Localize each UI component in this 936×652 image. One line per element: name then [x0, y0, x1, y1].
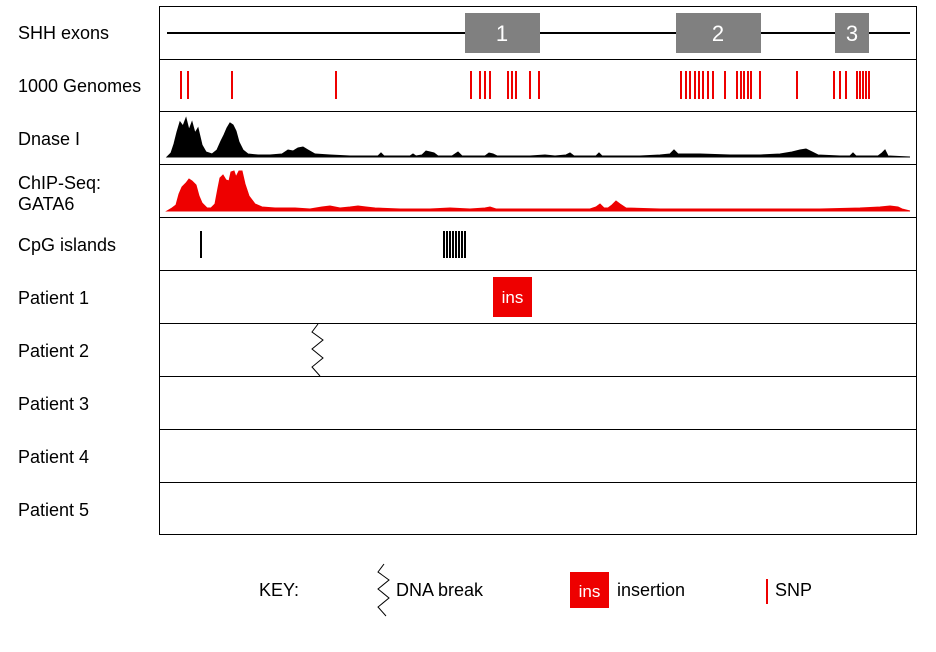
exon-1-box [465, 13, 540, 53]
legend-dna-break-icon [377, 563, 390, 617]
legend-title: KEY: [259, 580, 299, 600]
exon-1-label: 1 [496, 21, 508, 46]
track-label-patient-3: Patient 3 [18, 394, 90, 414]
track-label-patient-1: Patient 1 [18, 288, 90, 308]
track-label-patient-4: Patient 4 [18, 447, 90, 467]
snp-track [180, 71, 870, 99]
legend-insertion-symbol: ins [579, 582, 601, 601]
legend-insertion-icon [570, 572, 609, 608]
dnase-track [165, 116, 911, 158]
patient-1-insertion: ins [493, 277, 532, 317]
cpg-islands-track [200, 231, 466, 258]
legend-dna-break-label: DNA break [396, 580, 484, 600]
shh-exons-track: 1 2 3 [167, 13, 910, 53]
track-label-patient-5: Patient 5 [18, 500, 90, 520]
legend: KEY: DNA break ins insertion SNP [259, 563, 812, 617]
patient-2-dna-break [311, 323, 324, 377]
track-grid [159, 6, 917, 535]
dnase-signal [165, 116, 911, 158]
track-label-chip-seq: ChIP-Seq: GATA6 [18, 173, 101, 215]
track-label-cpg-islands: CpG islands [18, 235, 117, 255]
exon-2-box [676, 13, 761, 53]
track-label-1000-genomes: 1000 Genomes [18, 76, 142, 96]
track-label-chip-line2: GATA6 [18, 194, 75, 214]
legend-insertion-label: insertion [617, 580, 685, 600]
insertion-label: ins [502, 288, 524, 307]
insertion-marker [493, 277, 532, 317]
chip-seq-track [165, 170, 911, 212]
track-label-patient-2: Patient 2 [18, 341, 90, 361]
legend-snp-label: SNP [775, 580, 812, 600]
exon-2-label: 2 [712, 21, 724, 46]
exon-3-box [835, 13, 869, 53]
track-label-shh-exons: SHH exons [18, 23, 110, 43]
track-label-dnase: Dnase I [18, 129, 81, 149]
exon-3-label: 3 [846, 21, 858, 46]
track-label-chip-line1: ChIP-Seq: [18, 173, 102, 193]
chip-seq-signal [165, 170, 911, 212]
